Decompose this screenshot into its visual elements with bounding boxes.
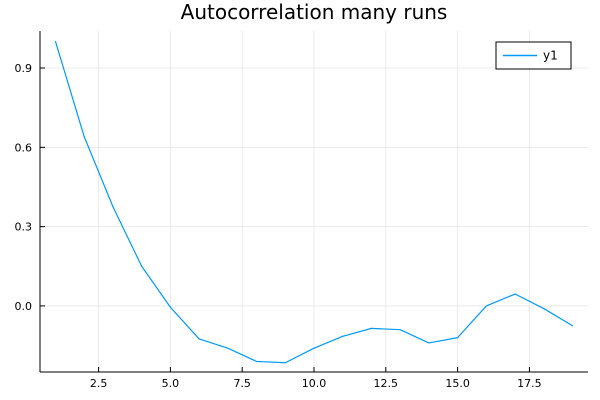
x-tick-label-5: 15.0 <box>445 377 470 390</box>
data-point-y1-15 <box>485 305 487 307</box>
data-point-y1-0 <box>54 40 57 43</box>
data-point-y1-12 <box>399 329 401 331</box>
chart-title: Autocorrelation many runs <box>181 0 448 24</box>
x-tick-label-4: 12.5 <box>374 377 399 390</box>
legend-label-y1: y1 <box>543 49 558 63</box>
data-point-y1-6 <box>227 347 229 349</box>
data-point-y1-9 <box>313 347 315 349</box>
data-point-y1-13 <box>428 342 430 344</box>
ticks-layer: 2.5 5.0 7.5 10.0 12.5 15.0 17.5 0.0 0.3 0.6 0.9 <box>15 62 542 390</box>
x-tick-label-0: 2.5 <box>90 377 108 390</box>
data-point-y1-14 <box>457 337 459 339</box>
y-tick-label-2: 0.6 <box>15 141 33 154</box>
x-tick-label-6: 17.5 <box>517 377 542 390</box>
data-point-y1-16 <box>514 293 516 295</box>
x-tick-label-1: 5.0 <box>162 377 180 390</box>
y-tick-label-0: 0.0 <box>15 300 33 313</box>
y-tick-label-1: 0.3 <box>15 221 33 234</box>
legend: y1 <box>495 41 572 70</box>
data-point-y1-2 <box>112 206 114 208</box>
data-point-y1-4 <box>169 306 171 308</box>
data-point-y1-7 <box>255 360 258 363</box>
y-tick-label-3: 0.9 <box>15 62 33 75</box>
series-layer <box>54 40 574 364</box>
data-point-y1-3 <box>141 265 143 267</box>
data-point-y1-10 <box>342 335 344 337</box>
data-point-y1-18 <box>571 325 574 327</box>
x-tick-label-3: 10.0 <box>302 377 327 390</box>
data-point-y1-1 <box>83 136 85 138</box>
data-point-y1-8 <box>284 362 286 364</box>
data-point-y1-11 <box>370 327 373 329</box>
data-point-y1-17 <box>543 307 545 310</box>
x-tick-label-2: 7.5 <box>233 377 251 390</box>
data-point-y1-5 <box>198 338 200 340</box>
grid-layer <box>40 31 588 372</box>
